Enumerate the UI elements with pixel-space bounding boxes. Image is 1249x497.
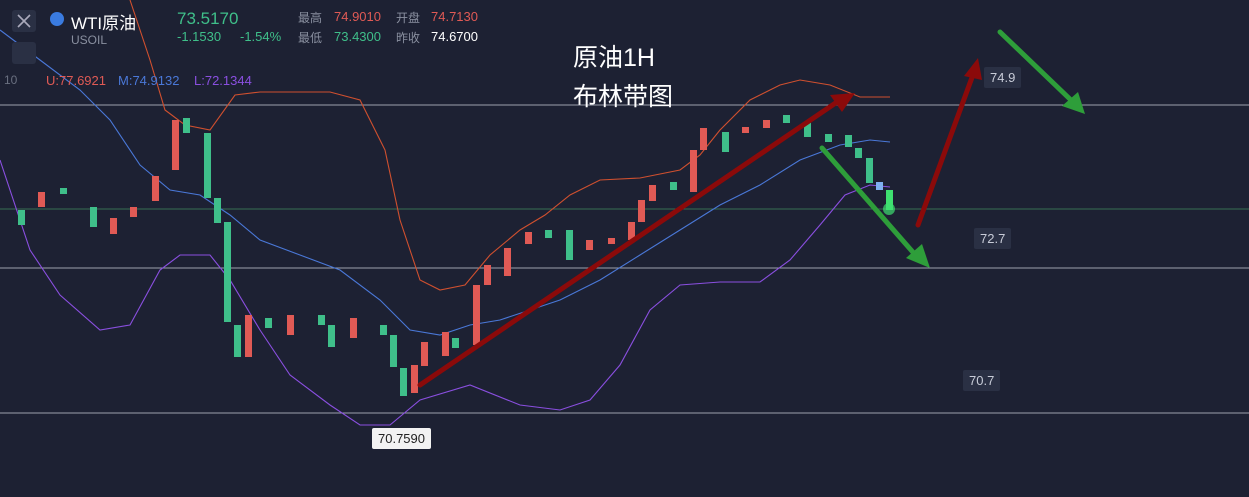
- change-pct: -1.54%: [240, 29, 282, 44]
- symbol-icon: [50, 12, 64, 26]
- upper-band: [129, 0, 890, 291]
- annotation: 原油1H: [573, 44, 655, 72]
- resize-button[interactable]: [12, 42, 36, 64]
- prev-label: 昨收: [396, 31, 421, 45]
- upper-band-value: U:77.6921: [46, 73, 106, 88]
- low-label: 最低: [298, 31, 323, 45]
- lower-band: [0, 159, 891, 426]
- high: 74.9010: [334, 9, 381, 24]
- low: 73.4300: [334, 29, 381, 44]
- close-icon: [17, 14, 31, 28]
- grid: [0, 104, 1249, 414]
- price-label: 70.7: [963, 370, 1001, 391]
- symbol-code: USOIL: [71, 33, 108, 47]
- change: -1.1530: [177, 29, 222, 44]
- trend-arrows: [417, 29, 1085, 388]
- symbol[interactable]: WTI原油: [71, 14, 137, 33]
- middle-band-value: M:74.9132: [118, 73, 180, 88]
- current-price-dot: [883, 203, 895, 215]
- low-marker: 70.7590: [372, 428, 431, 449]
- prev: 74.6700: [431, 29, 478, 44]
- middle-band: [0, 29, 891, 336]
- candles: [18, 115, 893, 396]
- annotation: 布林带图: [573, 83, 674, 111]
- high-label: 最高: [298, 11, 323, 25]
- open: 74.7130: [431, 9, 478, 24]
- price-label: 74.9: [984, 67, 1022, 88]
- price-label: 72.7: [974, 228, 1012, 249]
- open-label: 开盘: [396, 11, 421, 25]
- lower-band-value: L:72.1344: [194, 73, 252, 88]
- price: 73.5170: [177, 9, 239, 28]
- indicator-period: 10: [4, 73, 18, 87]
